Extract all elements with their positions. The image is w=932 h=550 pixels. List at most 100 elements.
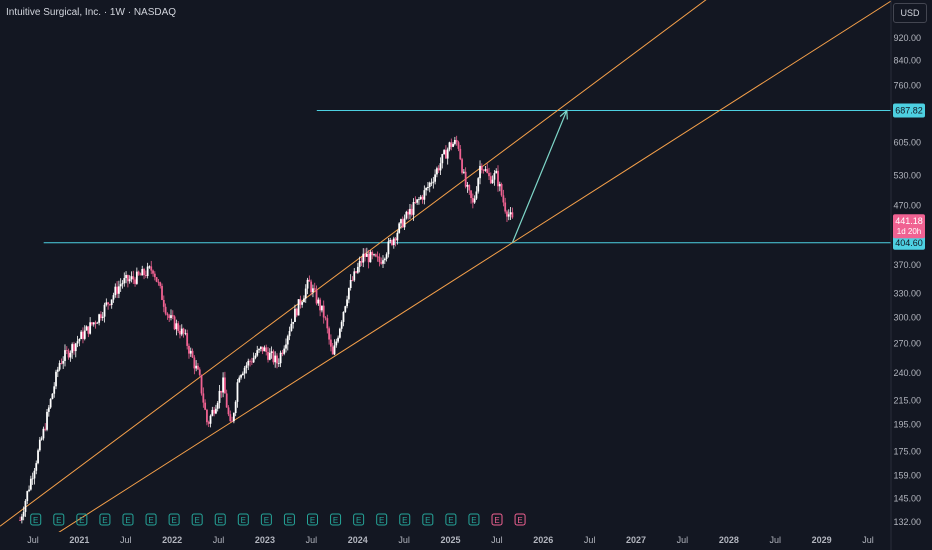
candle-body xyxy=(24,500,27,512)
candle-body xyxy=(110,299,113,305)
candle-body xyxy=(450,142,453,147)
projection-arrow-head xyxy=(559,109,568,120)
earnings-badge[interactable]: E xyxy=(422,513,434,526)
candle-body xyxy=(64,350,66,361)
time-tick-label: 2023 xyxy=(255,535,275,545)
earnings-badge[interactable]: E xyxy=(376,513,388,526)
earnings-badge[interactable]: E xyxy=(168,513,180,526)
candle-body xyxy=(103,304,106,317)
candle-body xyxy=(220,390,223,393)
earnings-badge[interactable]: E xyxy=(122,513,134,526)
candle-body xyxy=(347,288,350,300)
candle-body xyxy=(238,377,241,383)
earnings-badge-label: E xyxy=(448,516,453,525)
channel-line-1[interactable] xyxy=(0,0,891,527)
earnings-badge[interactable]: E xyxy=(30,513,42,526)
price-axis[interactable]: 920.00 840.00 760.00 605.00 530.00 470.00 370.… xyxy=(890,0,925,550)
candle-body xyxy=(340,321,343,329)
earnings-badge[interactable]: E xyxy=(468,513,480,526)
candle-body xyxy=(272,351,275,363)
earnings-badge[interactable]: E xyxy=(353,513,365,526)
candle-body xyxy=(324,317,327,319)
currency-button[interactable]: USD xyxy=(893,3,927,23)
candle-body xyxy=(188,345,190,354)
candle-body xyxy=(482,170,485,171)
candle-body xyxy=(76,341,79,344)
earnings-badge[interactable]: E xyxy=(260,513,272,526)
earnings-badge[interactable]: E xyxy=(399,513,411,526)
candle-body xyxy=(392,238,395,245)
earnings-badge[interactable]: E xyxy=(237,513,249,526)
candle-body xyxy=(55,371,57,387)
earnings-badge[interactable]: E xyxy=(214,513,226,526)
earnings-badge-label: E xyxy=(264,516,269,525)
candle-body xyxy=(234,401,237,414)
candle-body xyxy=(121,283,124,285)
candle-body xyxy=(130,276,133,280)
earnings-badge[interactable]: E xyxy=(191,513,203,526)
candle-body xyxy=(504,202,507,212)
earnings-badge-label: E xyxy=(333,516,338,525)
symbol-title[interactable]: Intuitive Surgical, Inc. · 1W · NASDAQ xyxy=(6,7,177,18)
candle-body xyxy=(439,163,442,171)
projection-arrow[interactable] xyxy=(511,110,568,244)
candle-body xyxy=(92,322,95,325)
candle-body xyxy=(344,306,347,312)
earnings-badge[interactable]: E xyxy=(283,513,295,526)
candle-body xyxy=(425,187,428,191)
candle-body xyxy=(222,377,225,393)
candle-body xyxy=(28,489,30,492)
earnings-badge[interactable]: E xyxy=(330,513,342,526)
candle-body xyxy=(58,363,61,370)
earnings-badge[interactable]: E xyxy=(306,513,318,526)
svg-text:441.18: 441.18 xyxy=(895,216,923,226)
candle-body xyxy=(498,184,501,187)
candle-body xyxy=(128,279,131,282)
candle-body xyxy=(101,316,104,319)
time-tick-label: Jul xyxy=(306,535,318,545)
candle-body xyxy=(218,390,221,403)
candle-body xyxy=(398,223,401,233)
level-price-tag: 687.82 xyxy=(893,103,925,118)
candle-body xyxy=(488,172,490,177)
earnings-badge[interactable]: E xyxy=(99,513,111,526)
candle-body xyxy=(299,299,302,305)
time-tick-label: Jul xyxy=(584,535,596,545)
earnings-badge[interactable]: E xyxy=(514,513,526,526)
earnings-badge[interactable]: E xyxy=(145,513,157,526)
candle-body xyxy=(281,352,284,354)
earnings-badge[interactable]: E xyxy=(445,513,457,526)
earnings-badge-label: E xyxy=(471,516,476,525)
candle-body xyxy=(279,352,282,364)
candle-body xyxy=(216,402,219,409)
price-tick-label: 240.00 xyxy=(893,368,921,378)
candle-body xyxy=(33,470,36,479)
earnings-badge[interactable]: E xyxy=(53,513,65,526)
earnings-badge[interactable]: E xyxy=(491,513,503,526)
candle-body xyxy=(277,363,280,365)
time-axis[interactable]: Jul 2021 Jul 2022 Jul 2023 Jul 2024 Jul 2025 Jul 20… xyxy=(27,535,874,545)
price-tick-label: 145.00 xyxy=(893,494,921,504)
candle-body xyxy=(473,198,476,203)
candle-body xyxy=(360,261,363,263)
candle-body xyxy=(294,308,296,322)
candle-body xyxy=(159,282,162,286)
candle-body xyxy=(256,350,259,356)
candle-body xyxy=(117,286,120,294)
candle-body xyxy=(51,393,54,400)
candle-body xyxy=(22,511,25,517)
candle-body xyxy=(475,191,478,199)
candle-body xyxy=(385,254,388,259)
candle-body xyxy=(206,409,208,423)
candle-body xyxy=(240,375,242,378)
time-tick-label: 2024 xyxy=(348,535,368,545)
candle-body xyxy=(85,326,88,331)
candle-body xyxy=(315,289,318,304)
channel-line-0[interactable] xyxy=(0,0,891,550)
earnings-badge-label: E xyxy=(102,516,107,525)
candle-body xyxy=(462,171,465,173)
earnings-badge[interactable]: E xyxy=(76,513,88,526)
